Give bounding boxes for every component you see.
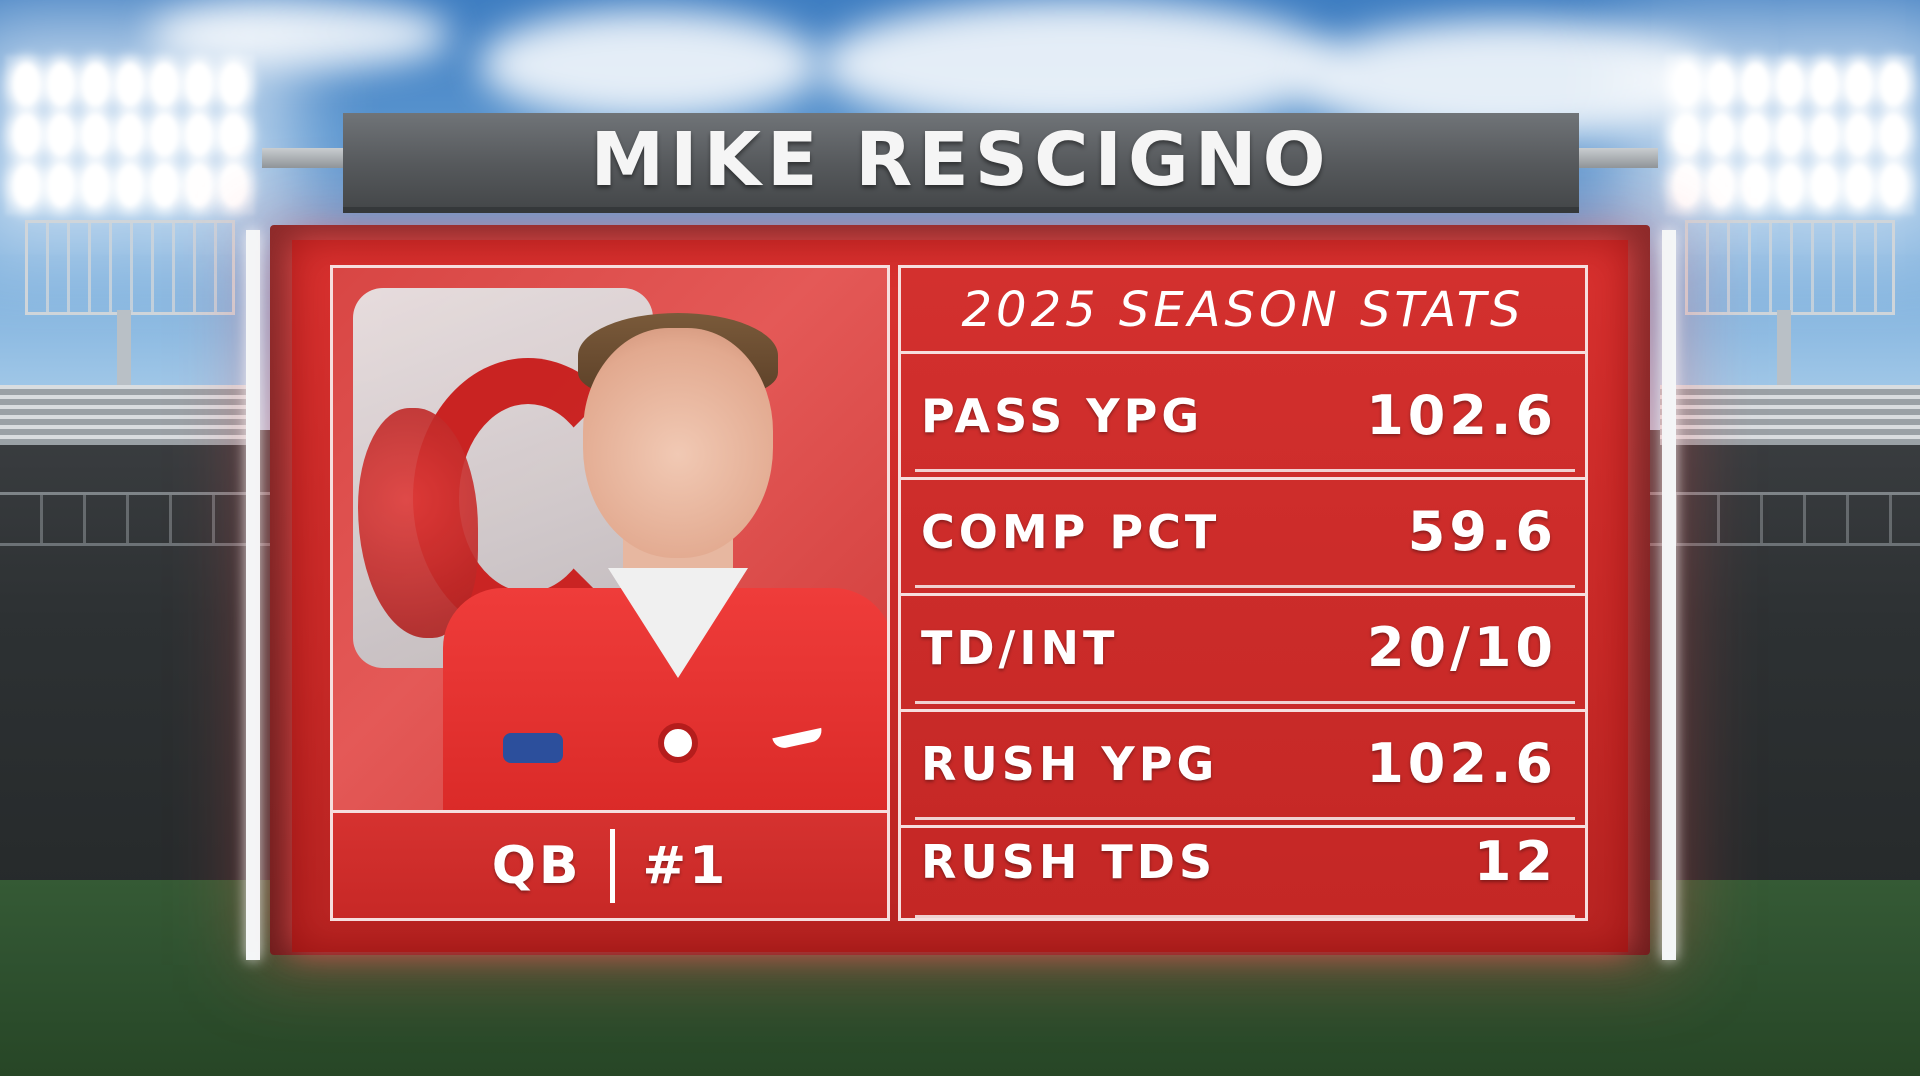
stat-value: 20/10 xyxy=(1366,616,1557,679)
stat-label: TD/INT xyxy=(921,620,1119,675)
stat-label: PASS YPG xyxy=(921,388,1204,443)
position-number-bar: QB #1 xyxy=(330,813,890,921)
board-post-right xyxy=(1662,230,1676,960)
stat-row-pass-ypg: PASS YPG 102.6 xyxy=(915,362,1575,472)
stat-label: COMP PCT xyxy=(921,504,1221,559)
stadium-light-right xyxy=(1665,55,1915,440)
stat-label: RUSH TDS xyxy=(921,834,1217,889)
stat-row-td-int: TD/INT 20/10 xyxy=(915,594,1575,704)
player-number: #1 xyxy=(642,835,729,896)
bleachers-left xyxy=(0,385,260,445)
player-photo xyxy=(330,265,890,813)
cloud xyxy=(820,0,1340,130)
dragon-mascot-icon xyxy=(358,408,478,638)
jersey-logo-icon xyxy=(658,723,698,763)
name-banner: MIKE RESCIGNO xyxy=(343,113,1579,213)
stats-panel: 2025 SEASON STATS PASS YPG 102.6 COMP PC… xyxy=(898,265,1588,921)
jersey-patch-icon xyxy=(503,733,563,763)
stadium-light-left xyxy=(5,55,255,440)
board-post-left xyxy=(246,230,260,960)
player-position: QB xyxy=(491,835,582,896)
stat-label: RUSH YPG xyxy=(921,736,1219,791)
divider xyxy=(609,828,615,903)
cloud xyxy=(480,10,820,120)
stat-value: 12 xyxy=(1473,830,1557,893)
stats-title: 2025 SEASON STATS xyxy=(901,268,1585,354)
stat-row-rush-ypg: RUSH YPG 102.6 xyxy=(915,710,1575,820)
player-head xyxy=(583,328,773,558)
stat-row-comp-pct: COMP PCT 59.6 xyxy=(915,478,1575,588)
bleachers-right xyxy=(1660,385,1920,445)
stat-value: 102.6 xyxy=(1366,384,1557,447)
player-name: MIKE RESCIGNO xyxy=(590,117,1332,203)
stat-row-rush-tds: RUSH TDS 12 xyxy=(915,808,1575,918)
stat-value: 102.6 xyxy=(1366,732,1557,795)
stat-value: 59.6 xyxy=(1407,500,1557,563)
